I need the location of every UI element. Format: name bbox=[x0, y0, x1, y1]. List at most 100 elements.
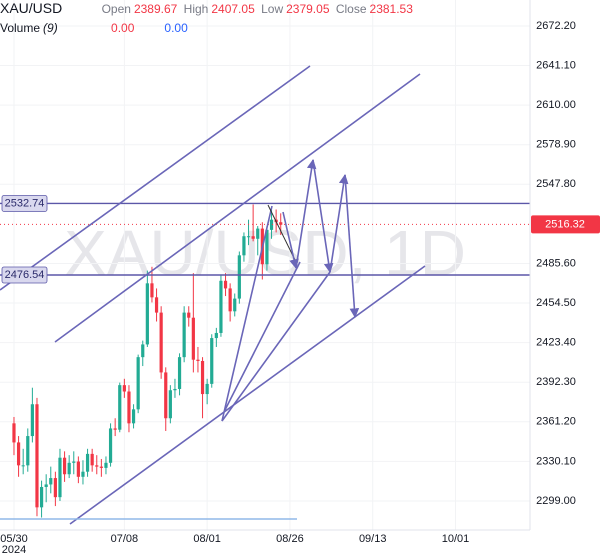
candle-body bbox=[39, 486, 44, 508]
y-tick-label: 2454.50 bbox=[536, 297, 576, 309]
candle-body bbox=[35, 404, 39, 508]
x-tick-label: 05/30 bbox=[0, 533, 28, 545]
candle-body bbox=[81, 471, 85, 477]
candle-body bbox=[90, 453, 94, 466]
trend-line bbox=[221, 271, 331, 422]
candle-body bbox=[168, 390, 172, 419]
candle-body bbox=[150, 283, 154, 298]
candle-body bbox=[159, 312, 163, 373]
candle-body bbox=[173, 388, 177, 391]
value: 2381.53 bbox=[369, 2, 413, 16]
candle-body bbox=[58, 457, 62, 498]
candle-body bbox=[182, 312, 186, 358]
symbol: XAU/USD bbox=[0, 0, 63, 16]
candle-body bbox=[44, 484, 48, 487]
trend-line bbox=[0, 65, 311, 291]
candle-body bbox=[104, 462, 108, 468]
y-tick-label: 2423.40 bbox=[536, 337, 576, 349]
candle-body bbox=[53, 478, 57, 498]
y-tick-label: 2299.00 bbox=[536, 495, 576, 507]
label: Open bbox=[101, 2, 131, 16]
candle-body bbox=[113, 428, 117, 430]
x-tick-label: 09/13 bbox=[359, 533, 387, 545]
value: 2379.05 bbox=[286, 2, 330, 16]
candle-body bbox=[108, 428, 113, 463]
price-line-label: 2476.54 bbox=[5, 269, 45, 281]
candle-body bbox=[16, 442, 21, 466]
candle-body bbox=[246, 236, 251, 238]
candle-body bbox=[30, 404, 34, 437]
y-tick-label: 2547.80 bbox=[536, 178, 576, 190]
last-price-label-bg bbox=[531, 215, 600, 234]
candle-body bbox=[95, 465, 99, 467]
label: Low bbox=[261, 2, 284, 16]
candle-body bbox=[99, 466, 103, 468]
arrow bbox=[282, 211, 299, 269]
candle-body bbox=[191, 317, 195, 360]
candle-body bbox=[62, 457, 67, 475]
candle-body bbox=[187, 312, 191, 318]
candle-body bbox=[233, 298, 237, 312]
y-tick-label: 2485.60 bbox=[536, 257, 576, 269]
arrow bbox=[295, 159, 317, 269]
candle-body bbox=[136, 357, 140, 410]
candle-body bbox=[131, 409, 136, 424]
y-tick-label: 2361.20 bbox=[536, 416, 576, 428]
candle-body bbox=[242, 236, 246, 256]
arrow bbox=[312, 159, 334, 273]
candle-body bbox=[200, 360, 205, 395]
trend-line bbox=[69, 265, 426, 525]
candle-body bbox=[164, 372, 168, 419]
candle-body bbox=[205, 383, 209, 395]
candle-body bbox=[12, 423, 16, 443]
candle-body bbox=[127, 391, 131, 424]
watermark: XAU/USD, 1D bbox=[64, 217, 466, 289]
trend-line bbox=[224, 261, 301, 411]
y-tick-label: 2330.10 bbox=[536, 455, 576, 467]
candle-body bbox=[145, 283, 149, 345]
label: Volume bbox=[0, 21, 41, 35]
x-year-label: 2024 bbox=[2, 544, 26, 556]
candle-body bbox=[237, 255, 241, 299]
legend: XAU/USD Open 2389.67 High 2407.05 Low 2379.… bbox=[0, 0, 416, 39]
candle-body bbox=[265, 229, 269, 265]
price-line-label: 2532.74 bbox=[5, 197, 45, 209]
arrow bbox=[344, 174, 360, 318]
y-tick-label: 2610.00 bbox=[536, 99, 576, 111]
candle-body bbox=[223, 280, 228, 289]
arrow bbox=[329, 174, 349, 273]
candle-body bbox=[177, 357, 182, 389]
candle-body bbox=[21, 465, 25, 467]
candle-body bbox=[85, 453, 90, 472]
value: 2407.05 bbox=[211, 2, 255, 16]
candle-body bbox=[122, 385, 126, 392]
drawings bbox=[0, 65, 426, 525]
candle-body bbox=[154, 297, 159, 313]
y-tick-label: 2578.90 bbox=[536, 139, 576, 151]
x-tick-label: 08/01 bbox=[193, 533, 221, 545]
value: 0.00 bbox=[164, 21, 188, 35]
candle-body bbox=[141, 344, 145, 358]
y-tick-label: 2672.20 bbox=[536, 20, 576, 32]
candle-body bbox=[251, 236, 255, 239]
candle-body bbox=[228, 288, 232, 312]
x-tick-label: 07/08 bbox=[111, 533, 139, 545]
trend-line bbox=[267, 204, 297, 263]
candle-body bbox=[269, 219, 274, 230]
x-tick-label: 10/01 bbox=[442, 533, 470, 545]
price-line-label-bg bbox=[1, 195, 48, 212]
candle-body bbox=[67, 462, 71, 475]
value: 0.00 bbox=[111, 21, 135, 35]
y-tick-label: 2641.10 bbox=[536, 59, 576, 71]
candle-body bbox=[256, 228, 260, 239]
trend-line bbox=[221, 205, 273, 422]
last-price-label: 2516.32 bbox=[545, 218, 585, 230]
candle-body bbox=[118, 385, 122, 430]
param: (9) bbox=[43, 21, 58, 35]
value: 2389.67 bbox=[133, 2, 178, 16]
price-line-label-bg bbox=[1, 266, 48, 284]
label: High bbox=[183, 2, 209, 16]
label: Close bbox=[335, 2, 367, 16]
